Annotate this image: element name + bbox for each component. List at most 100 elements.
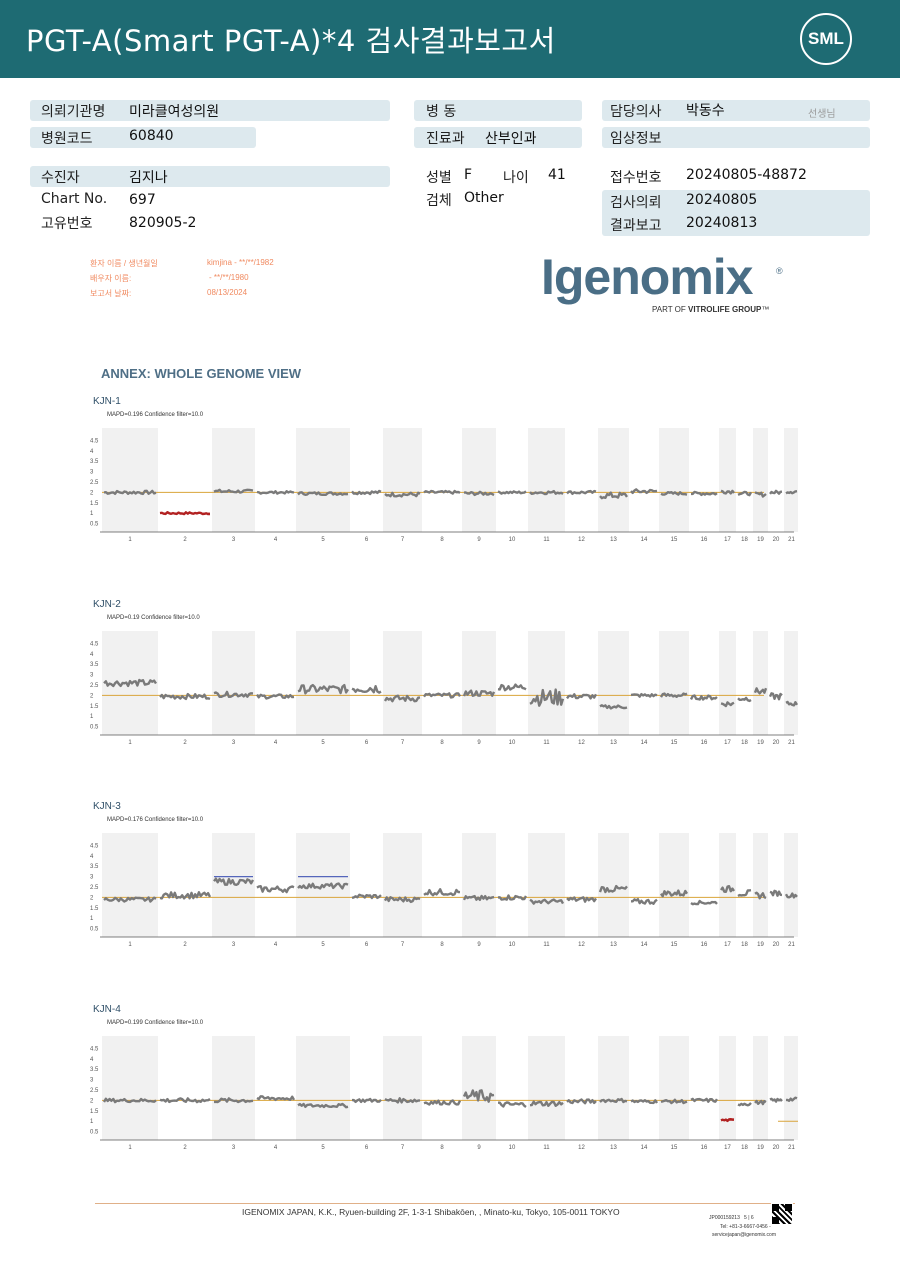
sample-name-2: KJN-2 [93, 599, 121, 610]
chromosome-band [719, 428, 736, 532]
chromosome-band [659, 631, 689, 735]
x-tick-label: 20 [773, 1145, 780, 1151]
cnv-trace [784, 892, 798, 899]
x-tick-label: 18 [741, 537, 748, 543]
y-tick-label: 2.5 [90, 480, 99, 486]
y-tick-label: 4.5 [90, 1046, 99, 1052]
y-tick-label: 1.5 [90, 704, 99, 710]
chromosome-band [383, 428, 422, 532]
mapd-1: MAPD=0.196 Confidence filter=10.0 [107, 412, 204, 418]
cnv-trace [256, 693, 295, 700]
cnv-trace [213, 877, 255, 886]
x-tick-label: 2 [183, 942, 187, 948]
chromosome-band [462, 428, 496, 532]
chromosome-band [598, 833, 629, 937]
specimen-label: 검체 [426, 193, 452, 209]
cnv-trace [256, 885, 295, 894]
x-tick-label: 12 [578, 942, 585, 948]
y-tick-label: 3.5 [90, 662, 99, 668]
cnv-trace [213, 1097, 254, 1104]
cnv-trace [785, 1096, 798, 1103]
y-tick-label: 3.5 [90, 864, 99, 870]
cnv-trace [566, 1098, 597, 1105]
y-tick-label: 2 [90, 1098, 94, 1104]
cnv-trace [737, 1102, 752, 1107]
x-tick-label: 6 [365, 942, 369, 948]
x-tick-label: 9 [477, 537, 481, 543]
y-tick-label: 3 [90, 673, 94, 679]
y-tick-label: 3 [90, 470, 94, 476]
cnv-trace [566, 693, 598, 700]
cnv-trace [660, 490, 688, 496]
cnv-trace [103, 896, 157, 903]
y-tick-label: 4 [90, 652, 94, 658]
sample-name-4: KJN-4 [93, 1004, 121, 1015]
department-label: 진료과 [426, 131, 465, 147]
cnv-trace [785, 700, 798, 707]
chromosome-band [659, 428, 689, 532]
cnv-trace [720, 489, 735, 495]
cnv-trace [785, 490, 798, 495]
annex-title: ANNEX: WHOLE GENOME VIEW [101, 366, 302, 381]
igenomix-registered: ® [776, 266, 783, 276]
footer-page: 5 | 6 [744, 1215, 754, 1221]
y-tick-label: 0.5 [90, 1130, 99, 1136]
sample-name-1: KJN-1 [93, 396, 121, 407]
cnv-trace [256, 489, 295, 495]
y-tick-label: 0.5 [90, 927, 99, 933]
cnv-trace [720, 885, 735, 894]
cnv-trace [423, 888, 461, 897]
x-tick-label: 3 [232, 537, 236, 543]
cnv-trace [213, 690, 254, 699]
x-tick-label: 15 [671, 537, 678, 543]
chromosome-band [212, 1036, 255, 1140]
igenomix-subline: PART OF VITROLIFE GROUP™ [652, 305, 769, 314]
chromosome-band [383, 631, 422, 735]
cnv-trace [498, 1101, 527, 1108]
y-tick-label: 1.5 [90, 501, 99, 507]
x-tick-label: 6 [365, 1145, 369, 1151]
x-tick-label: 4 [274, 942, 278, 948]
cnv-trace [659, 692, 688, 699]
cnv-trace [423, 692, 462, 699]
cnv-trace [660, 1098, 688, 1105]
receipt-value: 20240805-48872 [686, 167, 807, 183]
chromosome-band [296, 1036, 350, 1140]
cnv-trace [631, 897, 658, 905]
x-tick-label: 9 [477, 942, 481, 948]
chromosome-band [598, 1036, 629, 1140]
x-tick-label: 13 [610, 942, 617, 948]
x-tick-label: 18 [741, 740, 748, 746]
x-tick-label: 10 [509, 942, 516, 948]
cnv-trace [753, 687, 768, 695]
x-tick-label: 14 [641, 1145, 648, 1151]
chromosome-band [296, 428, 350, 532]
x-tick-label: 20 [773, 537, 780, 543]
x-tick-label: 16 [701, 942, 708, 948]
age-value: 41 [548, 167, 566, 183]
cnv-trace [720, 701, 735, 708]
cnv-trace [690, 1097, 719, 1103]
mapd-4: MAPD=0.199 Confidence filter=10.0 [107, 1020, 204, 1026]
cnv-trace [691, 490, 718, 497]
footer-divider [95, 1203, 795, 1204]
cnv-trace [103, 489, 157, 496]
x-tick-label: 6 [365, 740, 369, 746]
cnv-trace [213, 488, 254, 494]
x-tick-label: 8 [440, 537, 444, 543]
x-tick-label: 1 [128, 537, 132, 543]
cnv-trace [384, 1097, 421, 1104]
x-tick-label: 12 [578, 1145, 585, 1151]
y-tick-label: 3 [90, 1078, 94, 1084]
cnv-trace [599, 1097, 628, 1104]
x-tick-label: 11 [543, 942, 550, 948]
x-tick-label: 15 [671, 1145, 678, 1151]
x-tick-label: 1 [128, 942, 132, 948]
age-label: 나이 [503, 170, 529, 186]
cnv-trace [529, 898, 565, 905]
cnv-trace [462, 894, 495, 902]
x-tick-label: 12 [578, 740, 585, 746]
sample-name-3: KJN-3 [93, 801, 121, 812]
x-tick-label: 19 [757, 942, 764, 948]
chromosome-band [102, 1036, 158, 1140]
